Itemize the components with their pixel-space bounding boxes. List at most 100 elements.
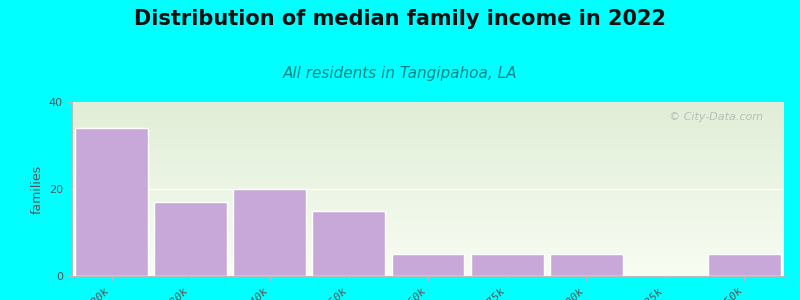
Bar (72, 220, 784, 221)
Bar (72, 178, 784, 179)
Bar (550, 254, 622, 276)
Bar (72, 274, 784, 275)
Bar (72, 223, 784, 224)
Bar (72, 189, 784, 190)
Bar (72, 241, 784, 242)
Bar (72, 126, 784, 127)
Bar (72, 140, 784, 141)
Bar (72, 196, 784, 197)
Bar (72, 240, 784, 241)
Bar (72, 112, 784, 113)
Bar (72, 166, 784, 167)
Bar (72, 272, 784, 273)
Bar (72, 258, 784, 259)
Bar (72, 233, 784, 234)
Bar (72, 231, 784, 232)
Bar (72, 238, 784, 239)
Bar (72, 261, 784, 262)
Bar (72, 228, 784, 229)
Bar (708, 254, 781, 276)
Bar (72, 121, 784, 122)
Bar (72, 175, 784, 176)
Bar (72, 162, 784, 163)
Bar (72, 266, 784, 267)
Bar (72, 115, 784, 116)
Bar (72, 252, 784, 253)
Bar (72, 163, 784, 164)
Bar (72, 199, 784, 200)
Bar (72, 180, 784, 181)
Bar (72, 174, 784, 175)
Y-axis label: families: families (30, 164, 43, 214)
Bar (72, 151, 784, 152)
Bar (72, 203, 784, 204)
Bar (72, 128, 784, 129)
Bar (72, 118, 784, 119)
Bar (72, 110, 784, 111)
Bar (72, 237, 784, 238)
Bar (72, 103, 784, 104)
Bar (72, 243, 784, 244)
Bar (72, 265, 784, 266)
Bar (72, 188, 784, 189)
Bar (72, 194, 784, 195)
Bar (72, 195, 784, 196)
Bar (72, 108, 784, 109)
Bar (72, 250, 784, 251)
Bar (72, 124, 784, 125)
Bar (72, 273, 784, 274)
Bar (72, 111, 784, 112)
Bar (72, 155, 784, 156)
Bar (72, 236, 784, 237)
Bar (72, 102, 784, 103)
Bar (72, 137, 784, 138)
Bar (470, 254, 543, 276)
Bar (72, 123, 784, 124)
Bar (72, 144, 784, 145)
Bar (72, 143, 784, 144)
Bar (72, 201, 784, 202)
Bar (72, 193, 784, 194)
Bar (72, 254, 784, 255)
Bar (72, 268, 784, 269)
Bar (72, 117, 784, 118)
Bar (72, 260, 784, 261)
Bar (72, 232, 784, 233)
Bar (72, 275, 784, 276)
Bar (72, 211, 784, 212)
Bar (72, 216, 784, 217)
Bar (72, 245, 784, 246)
Bar (72, 192, 784, 193)
Bar (72, 168, 784, 169)
Bar (72, 253, 784, 254)
Bar (72, 262, 784, 263)
Bar (72, 147, 784, 148)
Bar (72, 133, 784, 134)
Bar (72, 263, 784, 264)
Bar (72, 209, 784, 210)
Bar (72, 246, 784, 247)
Bar (72, 173, 784, 174)
Bar (72, 217, 784, 218)
Bar (72, 136, 784, 137)
Bar (72, 207, 784, 208)
Bar (72, 193, 784, 194)
Bar (72, 138, 784, 139)
Bar (72, 208, 784, 209)
Bar (72, 165, 784, 166)
Bar (72, 146, 784, 147)
Bar (72, 129, 784, 130)
Bar (72, 249, 784, 250)
Bar (72, 114, 784, 115)
Bar (72, 271, 784, 272)
Bar (72, 156, 784, 157)
Bar (72, 135, 784, 136)
Bar (72, 153, 784, 154)
Bar (72, 226, 784, 227)
Bar (72, 172, 784, 173)
Bar (72, 259, 784, 260)
Bar (72, 106, 784, 107)
Bar (72, 234, 784, 235)
Bar (72, 170, 784, 171)
Bar (75, 128, 148, 276)
